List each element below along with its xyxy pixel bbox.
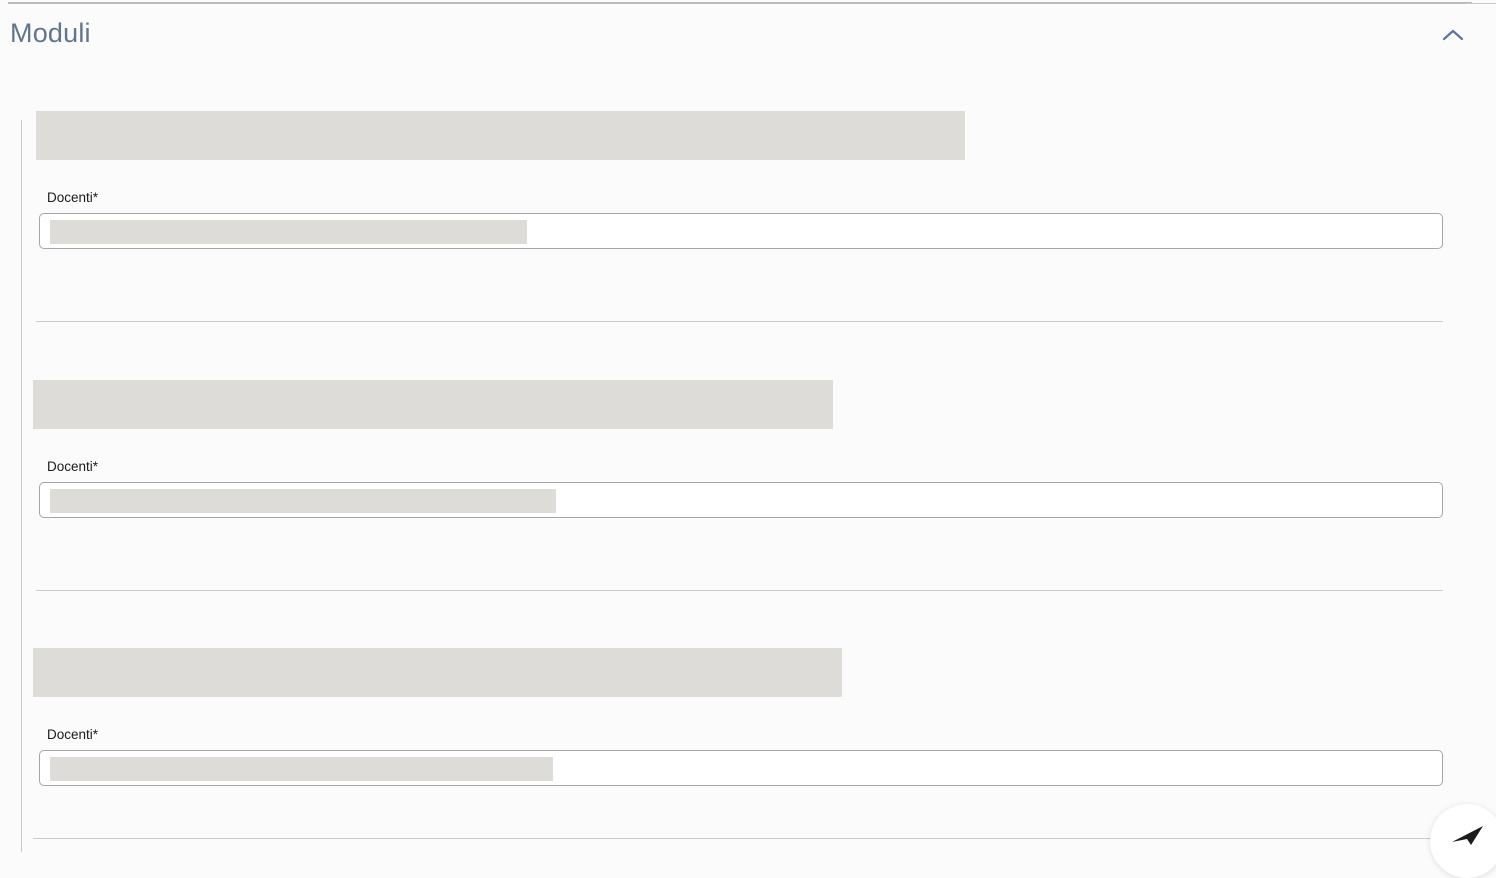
docenti-field-group: Docenti*	[39, 190, 1443, 249]
docenti-input[interactable]: ————— ———— —————	[39, 750, 1443, 786]
docenti-value-redacted	[50, 757, 553, 781]
section-vertical-rail	[21, 120, 22, 852]
window-top-rule-tail	[1466, 3, 1496, 4]
module-title-redacted	[33, 380, 833, 429]
docenti-value-redacted	[50, 220, 527, 244]
docenti-field-label: Docenti*	[47, 727, 99, 742]
docenti-input[interactable]	[39, 482, 1443, 518]
panel-header: Moduli	[0, 10, 1496, 62]
window-top-rule	[8, 2, 1472, 4]
module-title-redacted	[36, 111, 965, 160]
docenti-field-label: Docenti*	[47, 459, 99, 474]
module-title-redacted	[33, 648, 842, 697]
docenti-field-label: Docenti*	[47, 190, 99, 205]
chevron-up-glyph	[1442, 29, 1464, 41]
bottom-divider	[33, 838, 1442, 839]
send-cursor-icon[interactable]	[1430, 804, 1496, 878]
send-cursor-glyph	[1452, 826, 1483, 845]
docenti-field-group: Docenti* ————— ———— —————	[39, 727, 1443, 786]
docenti-field-group: Docenti*	[39, 459, 1443, 518]
docenti-input[interactable]	[39, 213, 1443, 249]
modules-list: Docenti* Docenti* Docenti* ————— ———— ——…	[0, 62, 1496, 852]
module-divider	[36, 321, 1443, 322]
module-divider	[36, 590, 1443, 591]
chevron-up-icon[interactable]	[1436, 18, 1470, 52]
page-title: Moduli	[10, 18, 91, 48]
docenti-value-redacted	[50, 489, 556, 513]
